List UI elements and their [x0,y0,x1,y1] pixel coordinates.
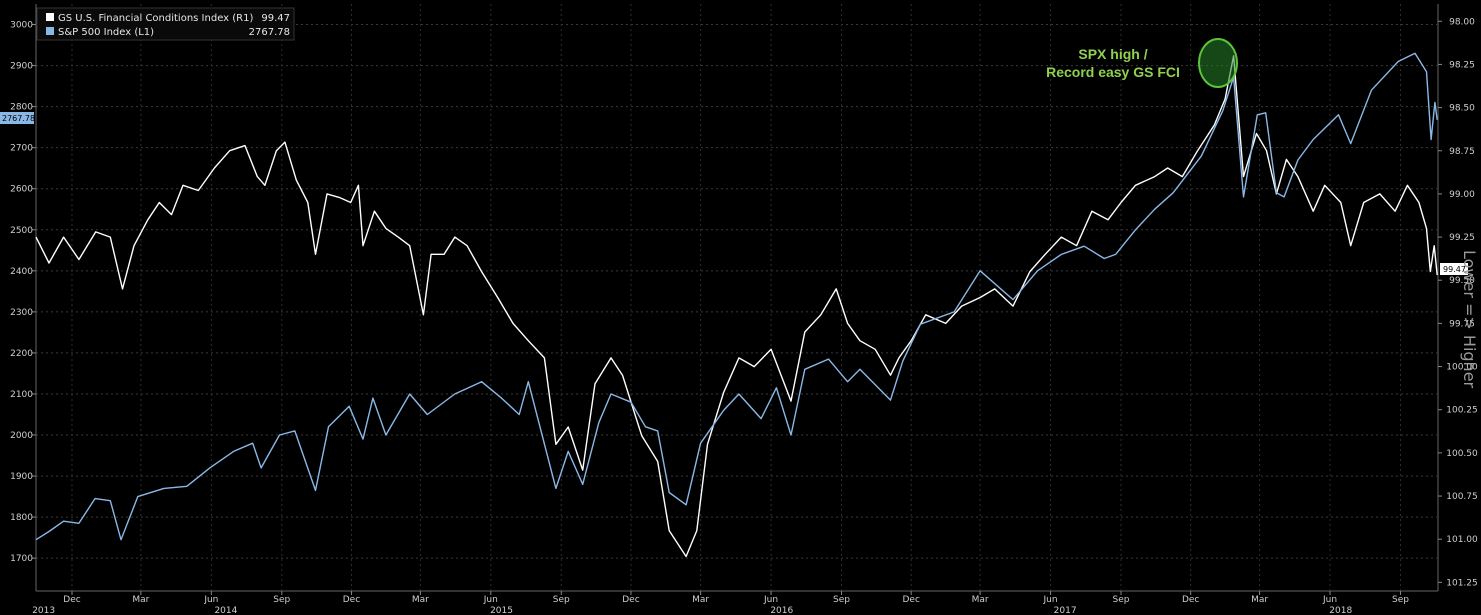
annotation-line1: SPX high / [1078,46,1147,62]
right-axis-title: Lower => Higher [1460,250,1479,389]
left-axis-tick-label: 2200 [10,349,33,359]
x-axis-month-label: Jun [1043,595,1058,605]
x-axis-month-label: Sep [1392,595,1409,605]
left-axis-tick-label: 1700 [10,554,33,564]
annotation-line2: Record easy GS FCI [1046,64,1180,80]
legend-label-fci[interactable]: GS U.S. Financial Conditions Index (R1) [58,13,253,24]
legend-swatch-spx [46,27,54,35]
right-axis-tick-label: 99.50 [1449,276,1475,286]
right-axis-tick-label: 99.25 [1449,233,1475,243]
last-value-tag-right: 99.47 [1440,263,1468,275]
x-axis-month-label: Sep [833,595,850,605]
x-axis-month-label: Mar [412,595,429,605]
last-value-left-text: 2767.78 [2,114,35,123]
left-axis-tick-label: 2800 [10,103,33,113]
x-axis-month-label: Dec [622,595,639,605]
x-axis-month-label: Dec [343,595,360,605]
x-axis-month-label: Dec [1182,595,1199,605]
legend-background [36,7,295,41]
annotation: SPX high / Record easy GS FCI [1046,38,1238,88]
x-axis-year-label: 2016 [770,606,793,615]
series-line-gs-fci [35,55,1438,558]
x-axis: Dec Mar Jun Sep Dec Mar Jun Sep Dec Mar Jun Sep Dec M… [32,591,1409,615]
right-axis-tick-label: 99.00 [1449,190,1475,200]
left-axis-tick-label: 1800 [10,513,33,523]
legend[interactable]: GS U.S. Financial Conditions Index (R1) … [36,7,295,41]
x-axis-month-label: Mar [1251,595,1268,605]
x-axis-year-label: 2013 [32,606,55,615]
right-axis-tick-label: 100.00 [1446,363,1478,373]
legend-value-fci: 99.47 [261,13,290,24]
left-axis-tick-label: 2600 [10,185,33,195]
legend-label-spx[interactable]: S&P 500 Index (L1) [58,27,154,38]
x-axis-month-label: Mar [132,595,149,605]
x-axis-month-label: Jun [203,595,218,605]
x-axis-month-label: Sep [553,595,570,605]
left-axis-tick-label: 1900 [10,472,33,482]
gridlines [35,4,1439,592]
left-axis-tick-label: 2700 [10,144,33,154]
x-axis-year-label: 2017 [1054,606,1077,615]
right-y-axis: 98.00 98.25 98.50 98.75 99.00 99.25 99.50 99.75… [1438,17,1478,588]
right-axis-tick-label: 100.25 [1446,406,1478,416]
x-axis-month-label: Dec [63,595,80,605]
last-value-right-text: 99.47 [1443,265,1466,274]
right-axis-tick-label: 98.50 [1449,104,1475,114]
x-axis-month-label: Jun [763,595,778,605]
right-axis-tick-label: 98.00 [1449,17,1475,27]
right-axis-tick-label: 99.75 [1449,319,1475,329]
legend-value-spx: 2767.78 [249,27,290,38]
x-axis-month-label: Jun [483,595,498,605]
right-axis-tick-label: 101.00 [1446,535,1478,545]
left-axis-tick-label: 2500 [10,226,33,236]
left-axis-tick-label: 2300 [10,308,33,318]
right-axis-tick-label: 100.50 [1446,449,1478,459]
last-value-tag-left: 2767.78 [0,112,35,124]
left-axis-tick-label: 2900 [10,62,33,72]
right-axis-tick-label: 100.75 [1446,492,1478,502]
left-axis-tick-label: 2100 [10,390,33,400]
x-axis-month-label: Jun [1322,595,1337,605]
left-axis-tick-label: 2400 [10,267,33,277]
annotation-highlight-circle [1198,38,1238,88]
right-axis-tick-label: 101.25 [1446,578,1478,588]
series-line-sp500 [35,52,1438,541]
left-axis-tick-label: 3000 [10,21,33,31]
x-axis-year-label: 2015 [490,606,513,615]
left-axis-tick-label: 2000 [10,431,33,441]
x-axis-year-label: 2014 [214,606,237,615]
x-axis-month-label: Dec [902,595,919,605]
x-axis-year-label: 2018 [1329,606,1352,615]
legend-swatch-fci [46,13,54,21]
x-axis-month-label: Sep [1113,595,1130,605]
right-axis-tick-label: 98.75 [1449,147,1475,157]
series-lines [35,52,1438,558]
left-y-axis: 1700 1800 1900 2000 2100 2200 2300 2400 2500 2600… [10,21,36,564]
x-axis-month-label: Mar [972,595,989,605]
x-axis-month-label: Mar [692,595,709,605]
x-axis-month-label: Sep [273,595,290,605]
right-axis-tick-label: 98.25 [1449,60,1475,70]
